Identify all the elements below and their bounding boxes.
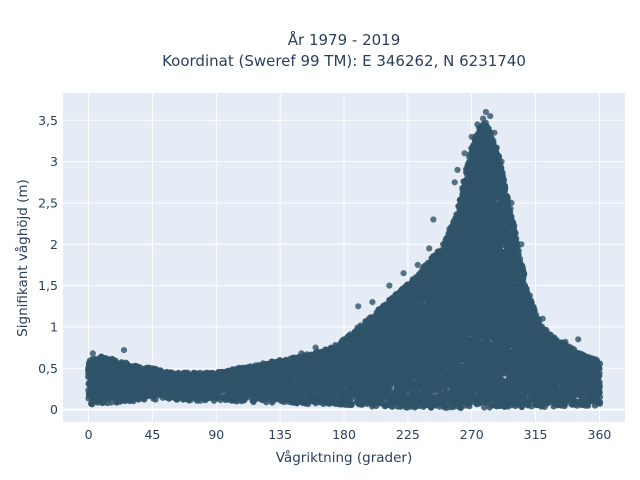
data-points: [85, 108, 604, 411]
data-point: [108, 399, 115, 406]
data-point: [348, 401, 355, 408]
data-point: [152, 396, 159, 403]
